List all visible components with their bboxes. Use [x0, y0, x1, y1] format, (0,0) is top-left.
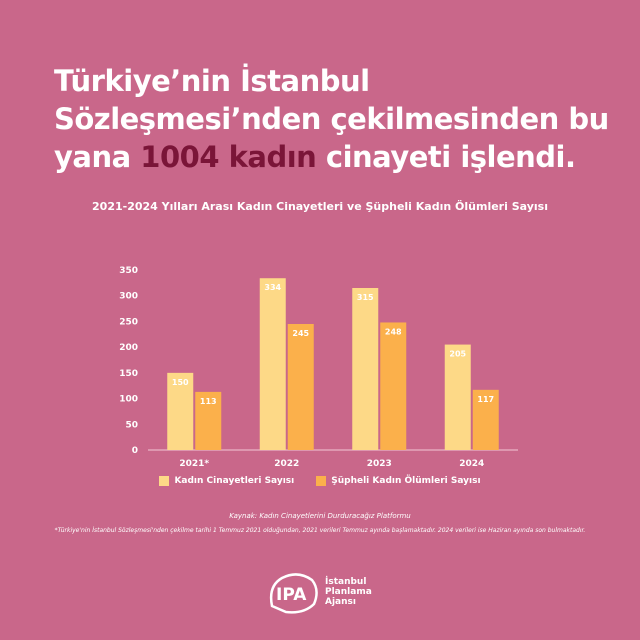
- bar: [472, 389, 499, 450]
- bar: [195, 391, 222, 450]
- y-tick-label: 300: [119, 292, 138, 302]
- ipa-logo: IPA İstanbul Planlama Ajansı: [268, 568, 372, 616]
- bar-value-label: 248: [385, 327, 402, 336]
- chart-title: 2021-2024 Yılları Arası Kadın Cinayetler…: [92, 200, 548, 213]
- y-tick-label: 250: [119, 317, 138, 327]
- headline-text: Türkiye’nin İstanbul Sözleşmesi’nden çek…: [54, 64, 609, 174]
- logo-mark: IPA: [276, 585, 307, 605]
- bar: [352, 288, 379, 450]
- bar-value-label: 150: [172, 378, 189, 387]
- bar-value-label: 245: [292, 329, 309, 338]
- x-tick-label: 2024: [459, 459, 484, 469]
- bar-value-label: 205: [449, 350, 466, 359]
- legend-item-suspicious: Şüpheli Kadın Ölümleri Sayısı: [316, 476, 481, 486]
- ipa-logo-icon: IPA: [269, 573, 318, 614]
- bar: [259, 278, 286, 450]
- logo-text: İstanbul Planlama Ajansı: [325, 577, 372, 607]
- y-tick-label: 150: [119, 369, 138, 379]
- bar-value-label: 117: [477, 395, 494, 404]
- legend-item-femicides: Kadın Cinayetleri Sayısı: [159, 476, 294, 486]
- legend-swatch-suspicious: [316, 476, 327, 486]
- chart-legend: Kadın Cinayetleri Sayısı Şüpheli Kadın Ö…: [0, 476, 640, 486]
- x-tick-label: 2022: [274, 459, 299, 469]
- headline-highlight: 1004 kadın: [140, 140, 317, 174]
- y-tick-label: 200: [119, 343, 138, 353]
- bar: [167, 372, 194, 450]
- x-tick-label: 2023: [367, 459, 392, 469]
- headline: Türkiye’nin İstanbul Sözleşmesi’nden çek…: [54, 62, 614, 176]
- y-tick-label: 50: [125, 420, 138, 430]
- bar: [444, 344, 471, 450]
- bar: [287, 324, 314, 450]
- y-tick-label: 0: [132, 446, 138, 456]
- bar: [380, 322, 407, 450]
- legend-label-suspicious: Şüpheli Kadın Ölümleri Sayısı: [331, 476, 481, 486]
- y-tick-label: 350: [119, 266, 138, 276]
- legend-swatch-femicides: [159, 476, 170, 486]
- bar-chart: 0 50 100 150 200 250 300 350 150 113 2021* 334 245 20…: [119, 266, 518, 469]
- bar-value-label: 315: [357, 293, 374, 302]
- bar-value-label: 113: [200, 397, 217, 406]
- footnote-text: *Türkiye'nin İstanbul Sözleşmesi'nden çe…: [54, 527, 586, 534]
- headline-text-end: cinayeti işlendi.: [316, 140, 576, 174]
- y-tick-label: 100: [119, 395, 138, 405]
- source-text: Kaynak: Kadın Cinayetlerini Durduracağız…: [229, 512, 411, 520]
- x-tick-label: 2021*: [179, 459, 209, 469]
- legend-label-femicides: Kadın Cinayetleri Sayısı: [174, 476, 295, 486]
- bar-value-label: 334: [264, 283, 281, 292]
